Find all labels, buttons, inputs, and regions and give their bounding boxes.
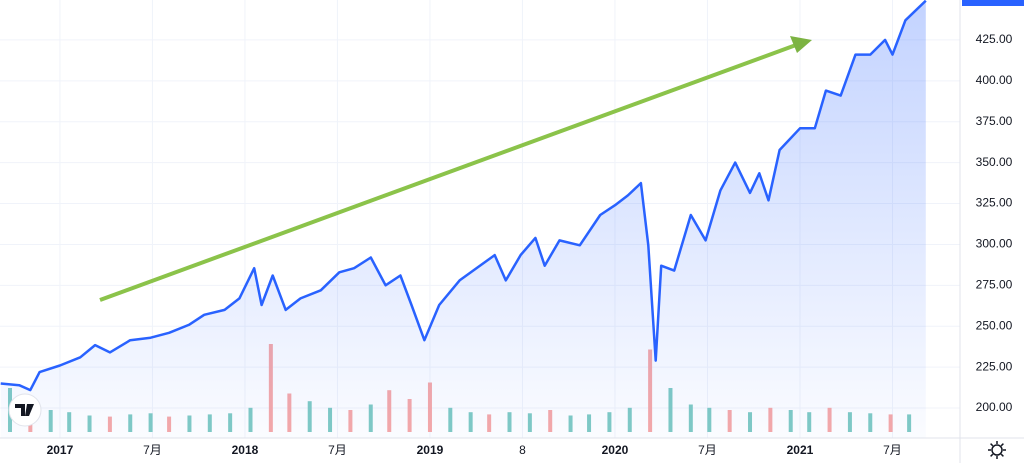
settings-teeth[interactable] xyxy=(988,441,1006,459)
y-tick-label: 425.00 xyxy=(976,32,1013,46)
x-tick-label: 7月 xyxy=(883,443,902,457)
logo-mark[interactable] xyxy=(15,404,34,416)
y-tick-label: 200.00 xyxy=(976,400,1013,414)
x-tick-label: 2019 xyxy=(417,443,444,457)
x-tick-label: 2020 xyxy=(602,443,629,457)
y-tick-label: 300.00 xyxy=(976,237,1013,251)
x-tick-label: 7月 xyxy=(143,443,162,457)
x-tick-label: 2017 xyxy=(47,443,74,457)
settings[interactable] xyxy=(988,441,1006,459)
arrow-head xyxy=(790,36,812,53)
x-tick-label: 2018 xyxy=(232,443,259,457)
y-tick-label: 400.00 xyxy=(976,73,1013,87)
x-tick-label: 8 xyxy=(519,443,526,457)
price-area xyxy=(0,0,926,438)
settings-gear[interactable] xyxy=(991,444,1003,456)
y-tick-label: 225.00 xyxy=(976,359,1013,373)
y-tick-label: 275.00 xyxy=(976,278,1013,292)
y-tick-label: 375.00 xyxy=(976,114,1013,128)
x-tick-label: 2021 xyxy=(787,443,814,457)
x-tick-label: 7月 xyxy=(328,443,347,457)
logo[interactable] xyxy=(8,393,42,427)
trend-arrow xyxy=(99,36,812,302)
price-tag xyxy=(962,0,1024,6)
price-line xyxy=(0,0,927,392)
arrow-shaft xyxy=(99,43,797,302)
x-tick-label: 7月 xyxy=(698,443,717,457)
plot-area xyxy=(0,0,960,438)
y-tick-label: 325.00 xyxy=(976,196,1013,210)
y-tick-label: 250.00 xyxy=(976,318,1013,332)
y-tick-label: 350.00 xyxy=(976,155,1013,169)
